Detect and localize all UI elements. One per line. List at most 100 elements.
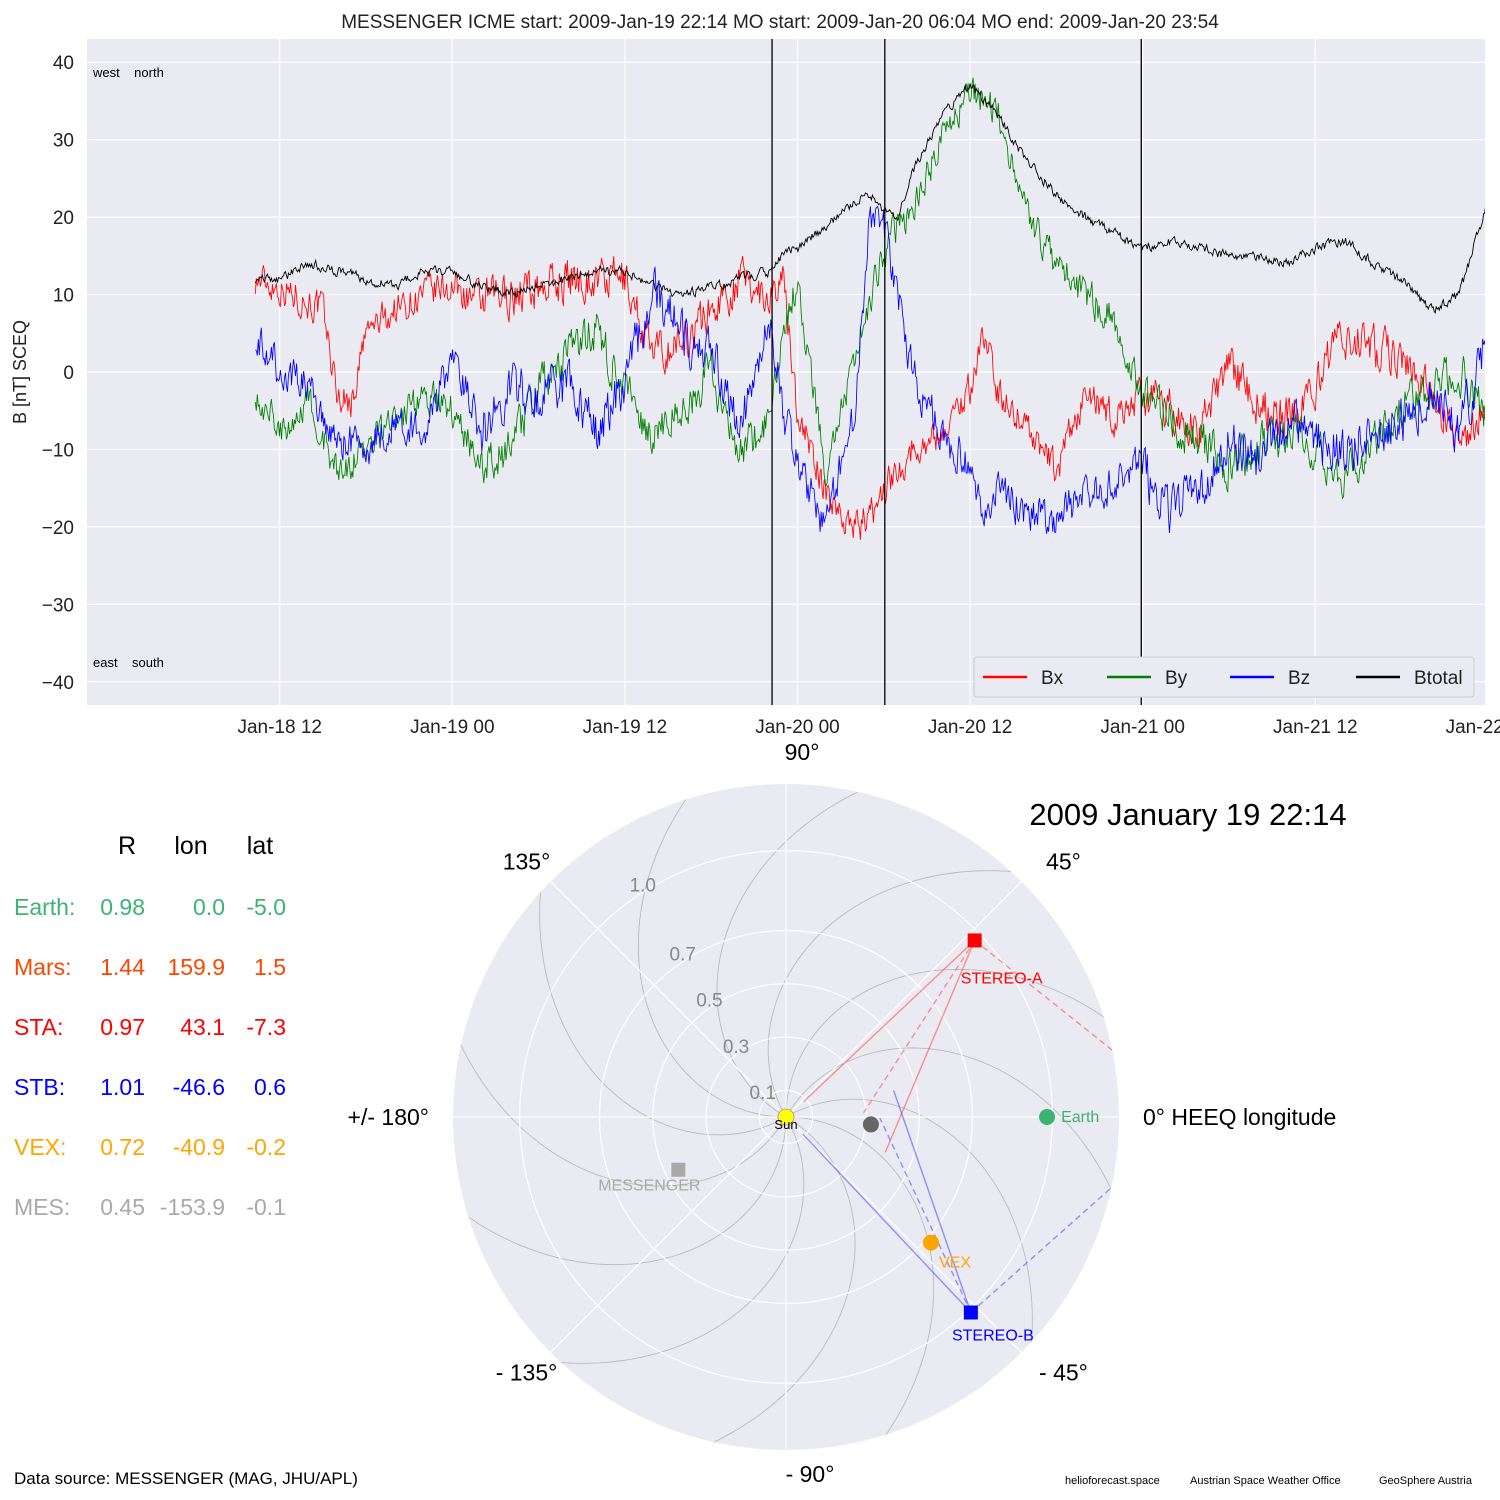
- body-marker-messenger: [671, 1162, 686, 1177]
- body-marker-earth: [1039, 1109, 1056, 1125]
- table-cell-lat: -5.0: [246, 894, 286, 920]
- y-tick-labels: −40 −30 −20 −10 0 10 20 30 40: [42, 53, 74, 694]
- timeseries-lines: [254, 77, 1485, 540]
- table-row-label: MES:: [14, 1194, 70, 1220]
- legend-label-Bx: Bx: [1041, 668, 1064, 689]
- corner-label-bottom: east south: [93, 655, 164, 670]
- fov-line-stereo-b: [893, 1090, 972, 1313]
- credit-helioforecast: helioforecast.space: [1065, 1475, 1160, 1487]
- event-lines: [771, 39, 1142, 705]
- body-label-earth: Earth: [1061, 1109, 1099, 1126]
- angle-label: 90°: [785, 739, 820, 765]
- fov-line-stereo-a: [884, 940, 976, 1153]
- y-tick-label: −30: [42, 595, 74, 616]
- table-cell-lat: 0.6: [254, 1074, 286, 1100]
- fov-line-stereo-b: [802, 1133, 972, 1313]
- credit-geosphere: GeoSphere Austria: [1379, 1475, 1473, 1487]
- date-label: 2009 January 19 22:14: [1029, 797, 1346, 832]
- table-cell-lon: -46.6: [173, 1074, 225, 1100]
- table-cell-R: 1.44: [100, 954, 145, 980]
- x-tick-label: Jan-19 00: [410, 717, 495, 738]
- body-marker-icme: [862, 1116, 879, 1133]
- table-header: lon: [174, 832, 207, 860]
- timeseries-panel: MESSENGER ICME start: 2009-Jan-19 22:14 …: [10, 12, 1500, 738]
- radial-tick-label: 0.3: [723, 1037, 749, 1058]
- angle-label: 135°: [503, 849, 551, 875]
- angle-label: +/- 180°: [348, 1104, 429, 1130]
- parker-spiral: [637, 784, 803, 1118]
- fov-line-stereo-a: [974, 939, 1119, 1091]
- body-marker-vex: [922, 1234, 939, 1251]
- table-cell-R: 0.98: [100, 894, 145, 920]
- body-label-sun: Sun: [774, 1117, 797, 1132]
- angle-label: - 45°: [1039, 1359, 1088, 1385]
- y-tick-label: 30: [53, 131, 74, 152]
- data-source: Data source: MESSENGER (MAG, JHU/APL): [14, 1469, 358, 1488]
- body-marker-stereo-a: [967, 933, 982, 948]
- polar-panel: 0.1 0.3 0.5 0.7 1.0 90° 45° 0° HEEQ longitude -…: [348, 739, 1347, 1487]
- angular-gridline: [550, 881, 787, 1118]
- x-tick-label: Jan-21 12: [1273, 717, 1358, 738]
- parker-spiral: [769, 1116, 935, 1450]
- table-row-label: VEX:: [14, 1134, 66, 1160]
- table-cell-lat: -0.2: [246, 1134, 286, 1160]
- timeseries-title: MESSENGER ICME start: 2009-Jan-19 22:14 …: [341, 12, 1219, 33]
- x-tick-labels: Jan-18 12 Jan-19 00 Jan-19 12 Jan-20 00 Jan-…: [237, 717, 1500, 738]
- table-cell-R: 1.01: [100, 1074, 145, 1100]
- y-tick-label: −10: [42, 440, 74, 461]
- body-marker-stereo-b: [963, 1305, 978, 1320]
- table-cell-lon: 0.0: [193, 894, 225, 920]
- polar-grid: [453, 784, 1119, 1450]
- x-tick-label: Jan-20 12: [928, 717, 1013, 738]
- table-header: lat: [247, 832, 273, 860]
- bodies: Sun Earth STEREO-A STEREO-B VEX MESSENGER: [598, 933, 1099, 1344]
- table-cell-lon: 159.9: [167, 954, 225, 980]
- radial-tick-label: 0.7: [670, 945, 696, 966]
- table-row-label: Earth:: [14, 894, 75, 920]
- angular-gridline: [785, 1116, 1022, 1353]
- y-tick-label: 0: [63, 363, 74, 384]
- legend-label-Btotal: Btotal: [1414, 668, 1463, 689]
- body-label-messenger: MESSENGER: [598, 1178, 700, 1195]
- series-line-Btotal: [254, 83, 1485, 315]
- fov-line-stereo-b: [879, 1117, 972, 1313]
- radial-tick-label: 0.1: [749, 1083, 775, 1104]
- radial-tick-label: 1.0: [630, 875, 656, 896]
- table-header: R: [118, 832, 136, 860]
- timeseries-grid: [87, 39, 1489, 705]
- fov-line-stereo-a: [863, 940, 976, 1114]
- y-tick-label: −20: [42, 518, 74, 539]
- body-marker-sun: [777, 1108, 795, 1126]
- table-cell-lat: -0.1: [246, 1194, 286, 1220]
- corner-label-top: west north: [92, 65, 164, 80]
- y-tick-label: 10: [53, 286, 74, 307]
- fov-lines: [802, 939, 1119, 1314]
- legend-label-Bz: Bz: [1288, 668, 1310, 689]
- table-cell-R: 0.45: [100, 1194, 145, 1220]
- body-label-vex: VEX: [939, 1255, 971, 1272]
- y-tick-label: 40: [53, 53, 74, 74]
- parker-spiral: [453, 1100, 787, 1266]
- radial-tick-label: 0.5: [696, 991, 722, 1012]
- angle-label: - 135°: [496, 1359, 558, 1385]
- body-label-stereo-b: STEREO-B: [952, 1327, 1034, 1344]
- x-tick-label: Jan-22 00: [1446, 717, 1500, 738]
- series-line-Bz: [255, 205, 1485, 534]
- x-tick-label: Jan-21 00: [1100, 717, 1185, 738]
- table-cell-lat: 1.5: [254, 954, 286, 980]
- series-line-Bx: [254, 256, 1485, 540]
- series-line-By: [254, 77, 1485, 500]
- angular-gridline: [785, 881, 1022, 1118]
- angle-label: 45°: [1046, 849, 1081, 875]
- angle-labels: 90° 45° 0° HEEQ longitude - 45° - 90° - 135° +…: [348, 739, 1337, 1487]
- legend: Bx By Bz Btotal: [973, 656, 1475, 698]
- x-tick-label: Jan-18 12: [237, 717, 322, 738]
- y-tick-label: −40: [42, 673, 74, 694]
- table-row-label: STB:: [14, 1074, 65, 1100]
- body-label-stereo-a: STEREO-A: [961, 970, 1043, 987]
- table-cell-R: 0.97: [100, 1014, 145, 1040]
- y-axis-label: B [nT] SCEQ: [10, 320, 30, 424]
- table-cell-lon: -40.9: [173, 1134, 225, 1160]
